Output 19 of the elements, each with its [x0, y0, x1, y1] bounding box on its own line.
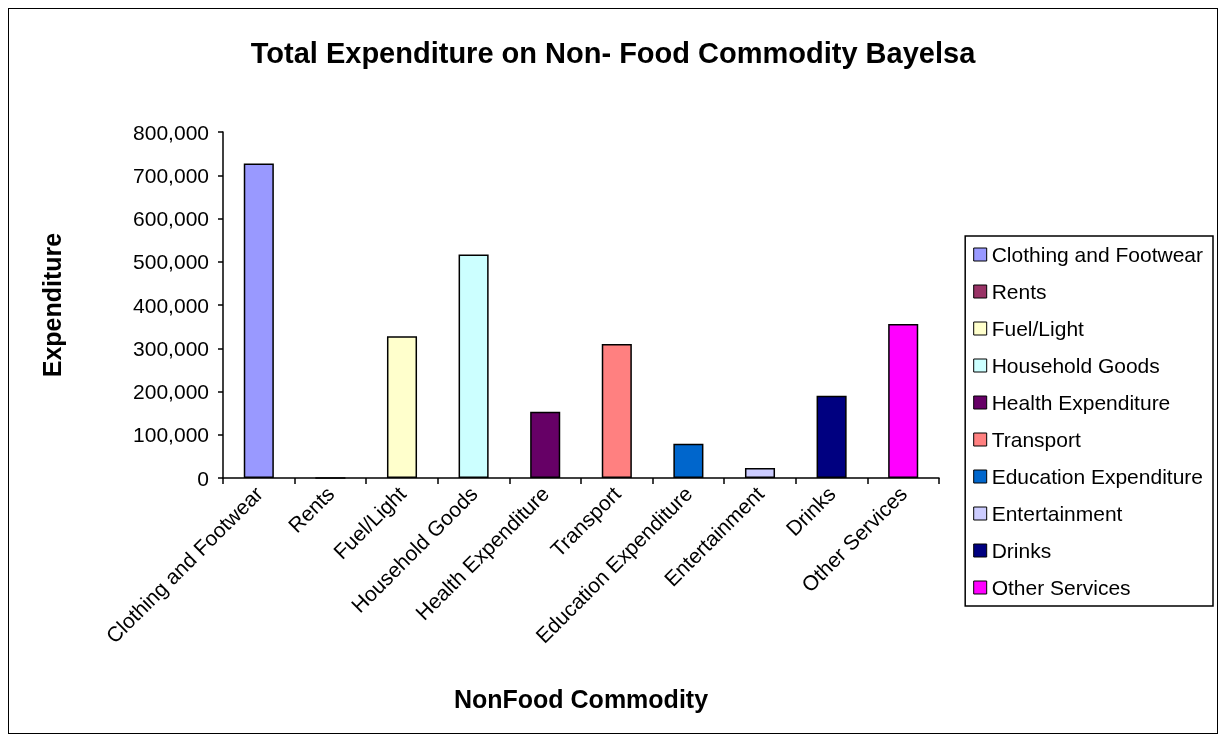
legend-label: Clothing and Footwear — [991, 243, 1203, 266]
y-tick-label: 600,000 — [133, 207, 209, 230]
y-tick-label: 500,000 — [133, 250, 209, 274]
y-tick-label: 800,000 — [133, 120, 209, 144]
legend-label: Education Expenditure — [991, 465, 1203, 488]
y-tick-label: 400,000 — [133, 293, 209, 317]
legend-label: Transport — [991, 428, 1081, 451]
legend-label: Health Expenditure — [991, 391, 1171, 414]
legend-label: Fuel/Light — [991, 317, 1085, 340]
y-tick-label: 100,000 — [133, 423, 209, 447]
y-tick-label: 700,000 — [133, 163, 209, 187]
x-axis-title: NonFood Commodity — [453, 684, 709, 713]
legend-label: Rents — [991, 280, 1047, 303]
y-tick-label: 0 — [197, 466, 209, 490]
legend-label: Household Goods — [991, 354, 1160, 377]
y-tick-label: 300,000 — [133, 336, 209, 360]
y-axis-title: Expenditure — [37, 232, 66, 378]
chart-title: Total Expenditure on Non- Food Commodity Bayelsa — [250, 36, 977, 69]
y-tick-label: 200,000 — [133, 380, 209, 403]
